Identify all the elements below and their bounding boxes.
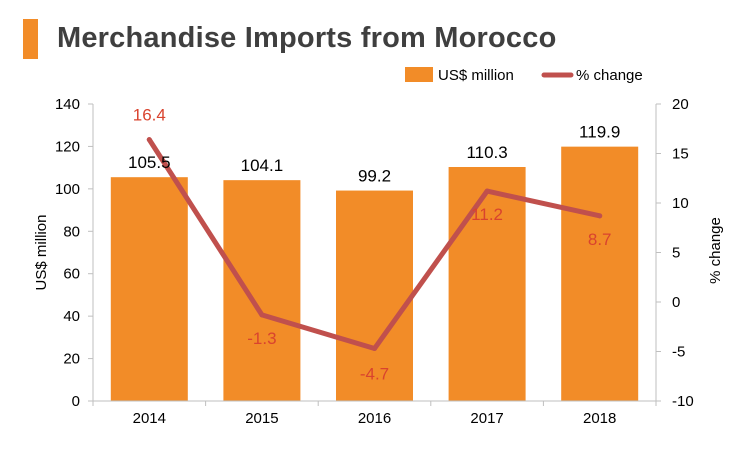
y-tick-label: 40 [63, 308, 80, 325]
y2-tick-label: -5 [672, 344, 685, 361]
bar-value-label: 99.2 [358, 167, 391, 186]
x-tick-label: 2018 [583, 410, 616, 427]
y-axis-title: US$ million [33, 215, 50, 291]
line-value-label: 16.4 [133, 106, 166, 125]
line-point-2014 [146, 137, 152, 143]
line-point-2016 [372, 346, 377, 352]
data-labels-group: 105.5 104.1 99.2 110.3 119.9 16.4 -1.3 -4.7 11.2… [128, 106, 620, 384]
y2-axis-title: % change [707, 217, 724, 284]
legend-bar-swatch [405, 67, 433, 82]
y2-tick-label: 20 [672, 96, 689, 113]
y-tick-label: 20 [63, 351, 80, 368]
legend-bar-label: US$ million [438, 67, 514, 84]
y-tick-label: 60 [63, 266, 80, 283]
y2-tick-label: 0 [672, 294, 680, 311]
y-tick-label: 0 [72, 393, 80, 410]
bar-value-label: 105.5 [128, 153, 171, 172]
bar-2018 [561, 146, 639, 401]
y-tick-label: 80 [63, 223, 80, 240]
line-point-2015 [259, 312, 265, 318]
x-tick-label: 2017 [470, 410, 503, 427]
y2-tick-label: -10 [672, 393, 694, 410]
line-value-label: 8.7 [588, 230, 612, 249]
line-series-group [146, 137, 603, 352]
bar-value-label: 119.9 [579, 123, 620, 142]
line-value-label: -1.3 [247, 329, 276, 348]
line-value-label: 11.2 [471, 205, 503, 224]
bar-value-label: 104.1 [241, 156, 284, 175]
bar-2015 [223, 180, 301, 401]
x-tick-label: 2015 [245, 410, 278, 427]
y-tick-label: 120 [55, 138, 80, 155]
line-point-2017 [484, 188, 490, 194]
bar-value-label: 110.3 [466, 143, 507, 162]
legend: US$ million % change [405, 67, 643, 84]
y-tick-label: 100 [55, 181, 80, 198]
title-accent-bar [23, 19, 38, 59]
legend-line-label: % change [576, 67, 643, 84]
y2-tick-label: 10 [672, 195, 689, 212]
y2-tick-label: 5 [672, 245, 680, 262]
bar-2016 [336, 190, 413, 401]
line-value-label: -4.7 [360, 365, 389, 384]
bar-2014 [110, 177, 188, 401]
line-point-2018 [597, 213, 603, 219]
chart-title: Merchandise Imports from Morocco [57, 22, 557, 54]
axes-group: 0 20 40 60 80 100 120 140 -10 -5 0 5 10 15 20 2014 2015 2… [33, 96, 724, 427]
y2-tick-label: 15 [672, 146, 689, 163]
x-tick-label: 2014 [133, 410, 166, 427]
y-tick-label: 140 [55, 96, 80, 113]
bars-group [110, 146, 639, 401]
bar-2017 [448, 167, 526, 401]
x-tick-label: 2016 [358, 410, 391, 427]
